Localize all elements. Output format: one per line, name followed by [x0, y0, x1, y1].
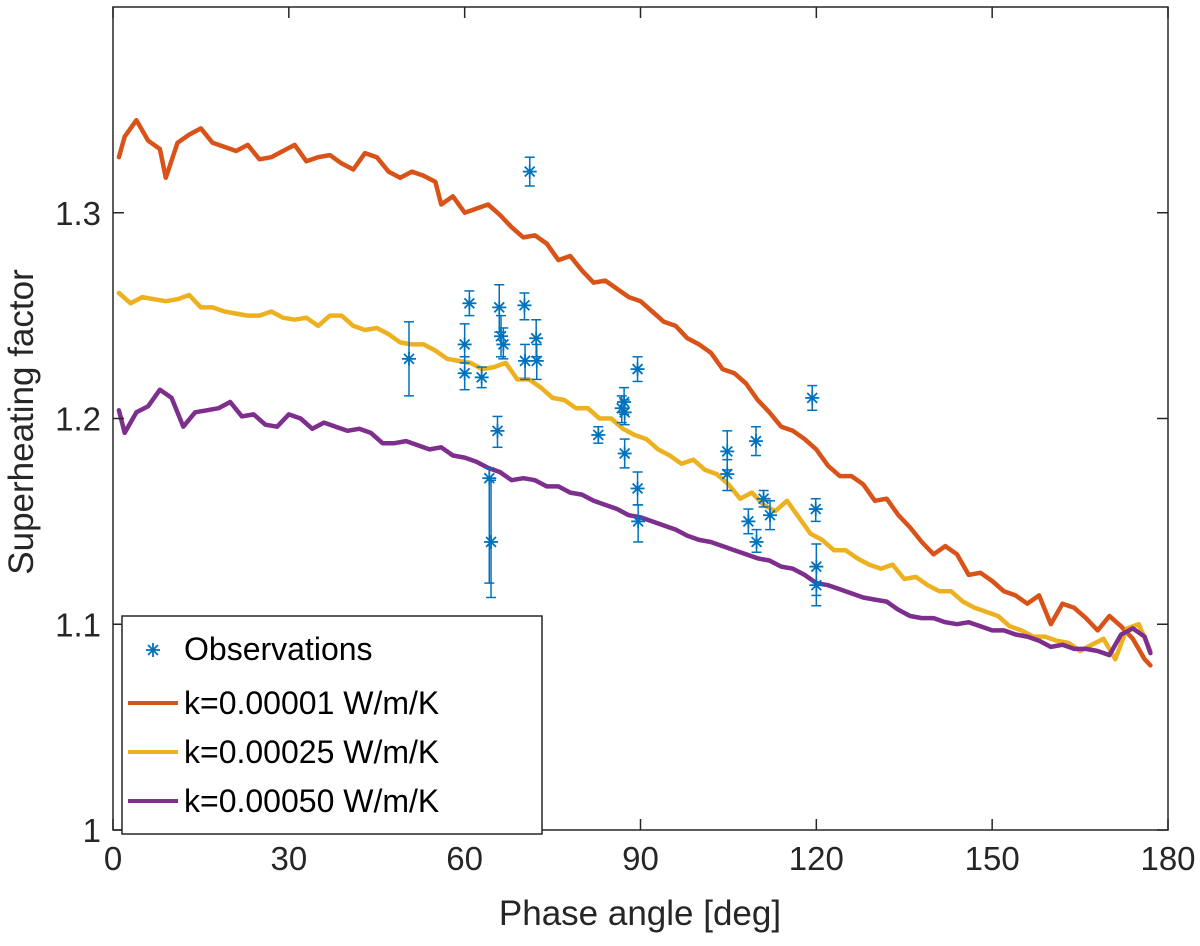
- observation-point: [484, 479, 499, 599]
- y-tick-label: 1: [83, 812, 101, 849]
- observation-marker: [457, 366, 472, 381]
- observation-point: [496, 327, 511, 360]
- observation-point: [808, 497, 823, 523]
- observation-point: [529, 343, 544, 381]
- observation-point: [482, 467, 497, 584]
- observation-point: [517, 292, 532, 321]
- observation-point: [518, 343, 533, 381]
- observation-marker: [720, 444, 735, 459]
- legend-box: [121, 615, 543, 835]
- observation-marker: [490, 423, 505, 438]
- observation-point: [591, 425, 606, 444]
- observation-marker: [720, 467, 735, 482]
- y-tick-label: 1.3: [55, 195, 101, 232]
- observation-marker: [529, 331, 544, 346]
- observation-marker: [617, 446, 632, 461]
- observation-marker: [496, 337, 511, 352]
- observation-point: [630, 471, 645, 506]
- observation-point: [720, 430, 735, 471]
- observation-marker: [630, 481, 645, 496]
- observation-marker: [631, 514, 646, 529]
- legend: Observations k=0.00001 W/m/K k=0.00025 W…: [121, 615, 543, 835]
- observation-point: [756, 489, 771, 508]
- observation-marker: [529, 353, 544, 368]
- observation-marker: [492, 300, 507, 315]
- observation-point: [617, 399, 632, 426]
- x-tick-label: 180: [1140, 840, 1195, 877]
- observation-marker: [484, 534, 499, 549]
- observation-marker: [630, 362, 645, 377]
- series-line-2: [116, 290, 1153, 662]
- observation-point: [809, 565, 824, 607]
- legend-observations-marker: [146, 643, 160, 657]
- observation-point: [763, 500, 778, 531]
- y-tick-label: 1.2: [55, 401, 101, 438]
- observation-point: [630, 356, 645, 383]
- observation-marker: [808, 502, 823, 517]
- observation-marker: [748, 434, 763, 449]
- observation-point: [490, 415, 505, 449]
- x-tick-label: 60: [446, 840, 483, 877]
- x-tick-label: 0: [104, 840, 122, 877]
- x-tick-label: 120: [789, 840, 844, 877]
- observation-point: [805, 384, 820, 412]
- observation-marker: [517, 298, 532, 313]
- observation-marker: [741, 514, 756, 529]
- x-tick-label: 90: [622, 840, 659, 877]
- observation-marker: [805, 390, 820, 405]
- observation-marker: [522, 164, 537, 179]
- asterisk-icon: [146, 643, 160, 657]
- x-axis-label: Phase angle [deg]: [499, 894, 781, 933]
- observation-point: [720, 458, 735, 492]
- observation-marker: [462, 296, 477, 311]
- x-tick-label: 150: [965, 840, 1020, 877]
- observation-point: [457, 356, 472, 391]
- observation-point: [749, 528, 764, 553]
- observation-marker: [401, 351, 416, 366]
- legend-label-observations: Observations: [184, 631, 373, 667]
- observation-marker: [474, 370, 489, 385]
- y-tick-label: 1.1: [55, 606, 101, 643]
- observation-marker: [809, 578, 824, 593]
- legend-label-k00025: k=0.00025 W/m/K: [184, 734, 439, 770]
- observation-marker: [591, 427, 606, 442]
- observation-marker: [749, 534, 764, 549]
- observation-point: [462, 290, 477, 317]
- observation-marker: [756, 491, 771, 506]
- y-axis-label: Superheating factor: [2, 269, 41, 575]
- observation-marker: [763, 508, 778, 523]
- observation-point: [617, 438, 632, 469]
- legend-label-k00001: k=0.00001 W/m/K: [184, 685, 439, 721]
- observation-marker: [518, 353, 533, 368]
- observation-marker: [457, 337, 472, 352]
- observation-point: [474, 366, 489, 389]
- observation-marker: [617, 405, 632, 420]
- observation-point: [401, 321, 416, 397]
- observation-marker: [482, 471, 497, 486]
- series-line-3: [116, 387, 1153, 658]
- series-line-1: [116, 117, 1153, 668]
- axes: 0 30 60 90 120 150 180 1 1.1 1.2 1.3: [55, 6, 1196, 877]
- observation-point: [741, 508, 756, 535]
- observation-point: [522, 156, 537, 187]
- legend-label-k00050: k=0.00050 W/m/K: [184, 783, 439, 819]
- observation-point: [631, 504, 646, 543]
- observation-point: [748, 425, 763, 457]
- x-tick-label: 30: [270, 840, 307, 877]
- plot-area: [116, 117, 1153, 668]
